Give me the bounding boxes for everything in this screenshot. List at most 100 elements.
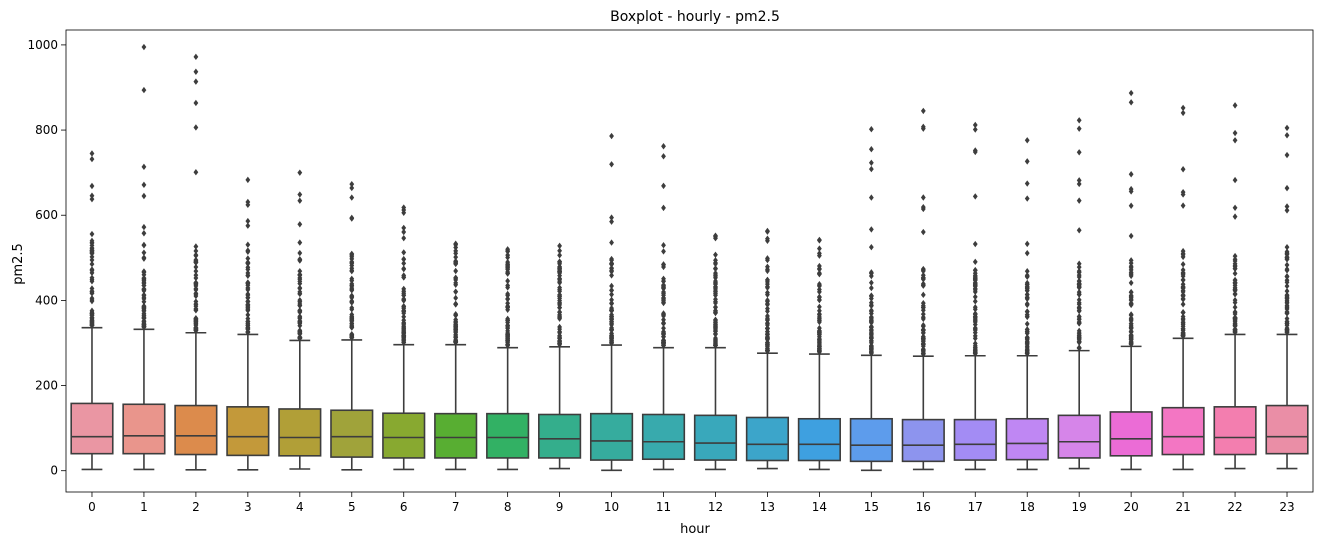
outlier-point — [868, 299, 874, 306]
outlier-point — [972, 306, 978, 313]
outlier-point — [868, 284, 874, 292]
outlier-point — [609, 161, 614, 168]
outlier-point — [1128, 259, 1134, 267]
outlier-point — [401, 249, 407, 256]
outlier-point — [141, 249, 147, 256]
x-tick-label: 2 — [192, 500, 200, 514]
outlier-point — [245, 176, 251, 184]
outlier-point — [349, 194, 355, 201]
outlier-point — [868, 292, 874, 299]
outlier-point — [1284, 282, 1290, 290]
outlier-point — [401, 325, 407, 333]
box-iqr — [1109, 411, 1153, 457]
outlier-point — [1180, 321, 1186, 328]
outlier-point — [1128, 232, 1134, 240]
outlier-point — [297, 271, 303, 278]
outlier-point — [661, 310, 666, 317]
outlier-point — [1128, 202, 1134, 209]
outlier-point — [89, 150, 95, 157]
x-tick-label: 22 — [1227, 500, 1242, 514]
outlier-point — [1284, 203, 1290, 210]
outlier-point — [1024, 240, 1030, 248]
outlier-point — [765, 315, 770, 322]
outlier-point — [1024, 347, 1030, 354]
outlier-point — [401, 224, 407, 232]
outlier-point — [89, 260, 95, 268]
outlier-point — [89, 195, 95, 203]
outlier-point — [557, 334, 563, 342]
outlier-point — [868, 339, 874, 347]
outlier-point — [141, 271, 147, 278]
outlier-point — [89, 266, 95, 273]
outlier-point — [609, 325, 614, 333]
outlier-point — [505, 246, 511, 253]
outlier-point — [453, 275, 459, 282]
x-tick-label: 11 — [656, 500, 671, 514]
outlier-point — [349, 320, 355, 328]
outlier-point — [557, 339, 563, 347]
box-group — [745, 227, 790, 470]
outlier-point — [401, 228, 407, 236]
outlier-point — [1232, 213, 1238, 220]
outlier-point — [505, 304, 511, 311]
outlier-point — [609, 260, 614, 267]
outlier-point — [765, 308, 770, 315]
outlier-point — [401, 307, 407, 314]
outlier-point — [1024, 195, 1030, 202]
x-tick-label: 9 — [556, 500, 564, 514]
outlier-point — [141, 163, 147, 171]
box-group — [1057, 117, 1101, 470]
outlier-point — [868, 313, 874, 321]
box-iqr — [1213, 406, 1257, 456]
outlier-point — [193, 169, 199, 176]
outlier-point — [245, 241, 251, 248]
outlier-point — [193, 247, 199, 255]
outlier-point — [1180, 276, 1186, 284]
outlier-point — [816, 245, 822, 252]
outlier-point — [609, 333, 614, 341]
outlier-point — [401, 290, 407, 297]
outlier-point — [1076, 318, 1082, 326]
outlier-point — [505, 322, 511, 329]
box-group — [122, 43, 166, 471]
outlier-point — [245, 320, 251, 327]
outlier-point — [557, 242, 563, 250]
x-tick-label: 19 — [1072, 500, 1087, 514]
outlier-point — [972, 240, 978, 248]
outlier-point — [1128, 336, 1134, 344]
outlier-point — [1128, 312, 1134, 319]
outlier-point — [1180, 191, 1186, 198]
outlier-point — [89, 297, 95, 305]
outlier-point — [1128, 340, 1134, 348]
outlier-point — [1180, 331, 1186, 339]
outlier-point — [972, 335, 978, 342]
outlier-point — [193, 315, 199, 322]
outlier-point — [920, 194, 926, 201]
outlier-point — [972, 298, 978, 305]
outlier-point — [453, 260, 459, 268]
outlier-point — [661, 143, 666, 150]
outlier-point — [193, 263, 199, 271]
outlier-point — [661, 295, 666, 303]
outlier-point — [1180, 251, 1186, 258]
plot-area — [65, 29, 1314, 493]
outlier-point — [193, 68, 199, 75]
outlier-point — [193, 124, 199, 131]
outlier-point — [89, 230, 95, 238]
outlier-point — [1024, 320, 1030, 328]
outlier-point — [1076, 177, 1082, 184]
outlier-point — [713, 232, 718, 239]
outlier-point — [557, 286, 563, 293]
outlier-point — [193, 267, 199, 275]
x-axis: 0 1 2 3 4 5 6 7 8 9 10 11 12 13 14 15 16 17 18 19 20 21 22 23 — [88, 492, 1295, 514]
outlier-point — [141, 286, 147, 293]
outlier-point — [453, 316, 459, 323]
outlier-point — [868, 308, 874, 315]
outlier-point — [1128, 89, 1134, 97]
outlier-point — [1232, 270, 1238, 277]
outlier-point — [349, 180, 355, 188]
outlier-point — [1024, 294, 1030, 301]
outlier-point — [193, 243, 199, 250]
outlier-point — [89, 182, 95, 190]
outlier-point — [453, 279, 459, 287]
